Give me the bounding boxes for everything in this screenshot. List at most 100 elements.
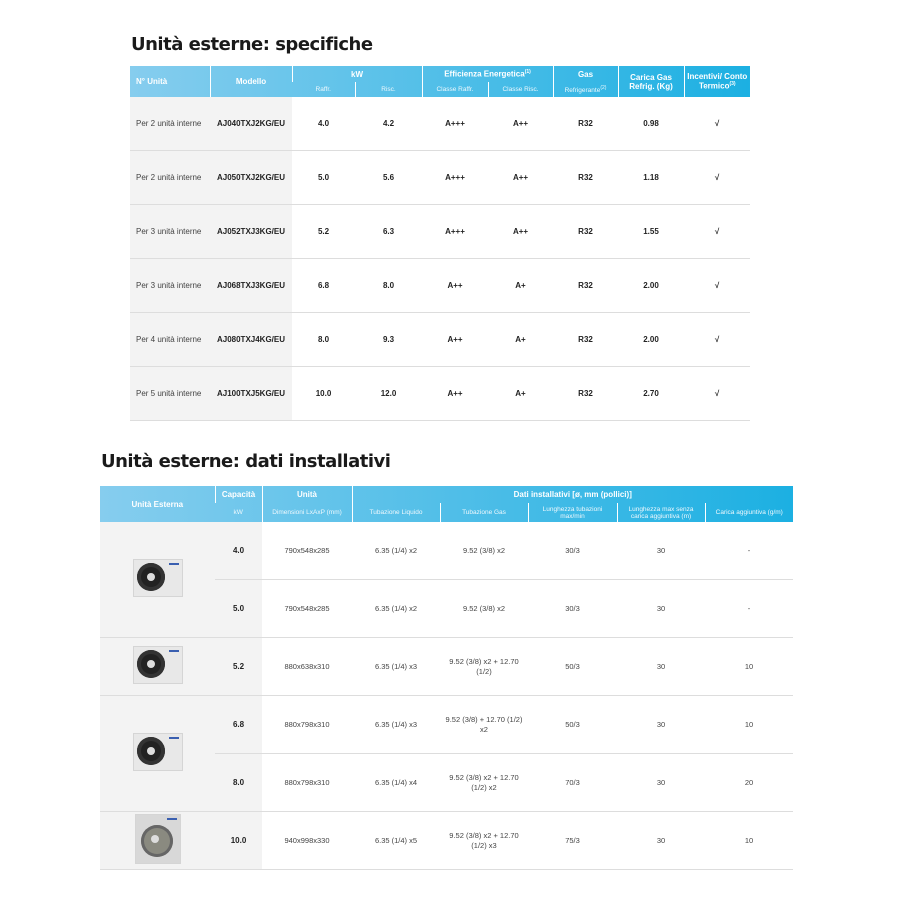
table-cell: 790x548x285 (262, 579, 352, 638)
table-cell: A++ (488, 204, 554, 259)
table-row: 8.0 880x798x310 6.35 (1/4) x4 9.52 (3/8) x2… (100, 753, 793, 812)
outdoor-unit-icon (132, 559, 183, 597)
table-cell: R32 (553, 366, 619, 421)
table-row: Per 4 unità interne AJ080TXJ4KG/EU 8.0 9.3 A… (130, 312, 751, 367)
table-cell: √ (684, 258, 751, 313)
header-unita: Unità (261, 486, 352, 503)
table-cell: 790x548x285 (262, 522, 352, 580)
fan-icon (136, 650, 165, 678)
header-max-length: Lunghezza max senza carica aggiuntiva (m… (616, 503, 705, 522)
table-cell: 30 (617, 522, 705, 580)
header-dimensions: Dimensioni LxAxP (mm) (261, 503, 352, 522)
header-additional-charge: Carica aggiuntiva (g/m) (704, 503, 793, 522)
table-cell: A+ (488, 312, 554, 367)
unit-image-cell (100, 522, 215, 638)
header-liquid-pipe: Tubazione Liquido (351, 503, 440, 522)
table-cell: Per 3 unità interne (130, 204, 210, 259)
table-cell: 6.3 (355, 204, 422, 259)
table-cell: A++ (488, 97, 554, 151)
brand-logo (168, 563, 179, 565)
footnote: (1) (524, 69, 531, 76)
table-cell: 10.0 (215, 811, 262, 870)
table-cell: 4.0 (215, 522, 262, 580)
table-cell: 880x798x310 (262, 753, 352, 812)
table-cell: R32 (553, 150, 619, 205)
table-cell: 8.0 (355, 258, 422, 313)
table-cell: 10.0 (292, 366, 355, 421)
header-model: Modello (209, 66, 292, 97)
brand-logo (168, 650, 179, 652)
header-gas: Gas (552, 66, 619, 82)
header-risc: Risc. (354, 82, 422, 97)
table-row: Per 2 unità interne AJ050TXJ2KG/EU 5.0 5.6 A… (130, 150, 751, 205)
table-cell: Per 5 unità interne (130, 366, 210, 421)
table-cell: 2.70 (618, 366, 685, 421)
table-cell: 940x998x330 (262, 811, 352, 870)
install-table: Unità Esterna Capacità Unità Dati instal… (100, 486, 793, 870)
outdoor-unit-large-icon (134, 814, 181, 864)
header-incentives: Incentivi/ Conto Termico(3) (683, 66, 751, 97)
header-capacity: Capacità (214, 486, 262, 503)
table-cell: 6.35 (1/4) x3 (352, 637, 440, 696)
table-cell: 6.35 (1/4) x4 (352, 753, 440, 812)
header-incentives-label: Incentivi/ Conto Termico (687, 72, 748, 91)
table-row: 5.2 880x638x310 6.35 (1/4) x3 9.52 (3/8) x2… (100, 637, 793, 696)
unit-image-cell (100, 811, 215, 870)
header-efficiency-label: Efficienza Energetica (444, 69, 525, 79)
unit-image-cell (100, 637, 215, 696)
header-pipe-length: Lunghezza tubazioni max/min (527, 503, 617, 522)
table-cell: 5.6 (355, 150, 422, 205)
table-cell: 5.0 (215, 579, 262, 638)
table-cell: 20 (705, 753, 793, 812)
fan-icon (136, 563, 165, 591)
table-cell: √ (684, 150, 751, 205)
table-cell: 8.0 (215, 753, 262, 812)
table-cell: 9.52 (3/8) + 12.70 (1/2) x2 (440, 695, 528, 754)
table-cell: 9.52 (3/8) x2 + 12.70 (1/2) x2 (440, 753, 528, 812)
table-cell: 9.52 (3/8) x2 + 12.70 (1/2) (440, 637, 528, 696)
header-charge: Carica Gas Refrig. (Kg) (617, 66, 685, 97)
table-row: Per 3 unità interne AJ052TXJ3KG/EU 5.2 6.3 A… (130, 204, 751, 259)
fan-icon (136, 737, 165, 765)
unit-image-cell (100, 695, 215, 812)
table-cell: Per 2 unità interne (130, 97, 210, 151)
table-cell: 30 (617, 637, 705, 696)
table-cell: R32 (553, 204, 619, 259)
table-cell: 2.00 (618, 312, 685, 367)
table-cell: 5.2 (215, 637, 262, 696)
header-kw: kW (291, 66, 422, 82)
table-cell: 6.8 (292, 258, 355, 313)
table-cell: 50/3 (528, 695, 617, 754)
table-cell: 1.55 (618, 204, 685, 259)
table-cell: A+++ (422, 204, 488, 259)
table-cell: 9.52 (3/8) x2 + 12.70 (1/2) x3 (440, 811, 528, 870)
table-cell: √ (684, 366, 751, 421)
table-cell: R32 (553, 97, 619, 151)
table-cell: √ (684, 204, 751, 259)
header-class-risc: Classe Risc. (487, 82, 554, 97)
table-cell: 2.00 (618, 258, 685, 313)
table-cell: Per 4 unità interne (130, 312, 210, 367)
header-refrigerant-label: Refrigerante (564, 87, 601, 95)
table-row: Per 2 unità interne AJ040TXJ2KG/EU 4.0 4.2 A… (130, 97, 751, 151)
table-cell: 12.0 (355, 366, 422, 421)
table-cell: A++ (422, 258, 488, 313)
table-row: Per 3 unità interne AJ068TXJ3KG/EU 6.8 8.0 A… (130, 258, 751, 313)
header-gas-pipe: Tubazione Gas (439, 503, 528, 522)
table-cell: - (705, 579, 793, 638)
table-cell: 0.98 (618, 97, 685, 151)
table-cell: 10 (705, 811, 793, 870)
install-table-title: Unità esterne: dati installativi (101, 451, 391, 472)
table-cell: A+ (488, 258, 554, 313)
table-cell: AJ080TXJ4KG/EU (210, 312, 292, 367)
table-cell: A+ (488, 366, 554, 421)
header-raff: Raffr. (315, 86, 331, 93)
spec-table-title: Unità esterne: specifiche (131, 34, 373, 55)
table-cell: A++ (422, 312, 488, 367)
table-cell: 30 (617, 695, 705, 754)
table-cell: A++ (422, 366, 488, 421)
table-cell: √ (684, 312, 751, 367)
table-cell: 30 (617, 579, 705, 638)
fan-icon (140, 825, 173, 857)
table-cell: √ (684, 97, 751, 151)
